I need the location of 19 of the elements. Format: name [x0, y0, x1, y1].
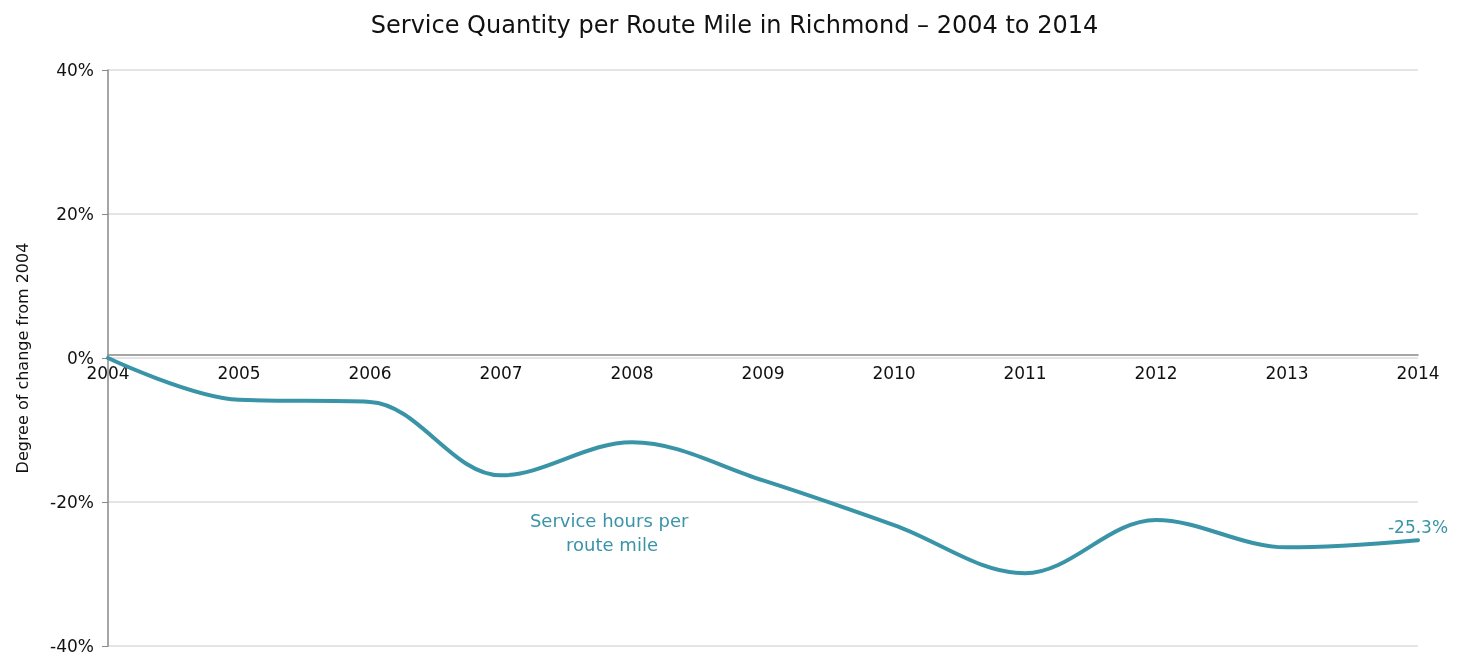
- x-tick-label: 2010: [872, 363, 916, 383]
- x-tick-label: 2011: [1003, 363, 1047, 383]
- y-axis-title: Degree of change from 2004: [12, 242, 32, 474]
- x-tick-label: 2006: [348, 363, 392, 383]
- x-tick-label: 2009: [741, 363, 785, 383]
- y-tick-label: 40%: [56, 60, 94, 80]
- y-tick-label: -40%: [50, 636, 94, 656]
- x-tick-label: 2007: [479, 363, 523, 383]
- x-tick-label: 2013: [1265, 363, 1309, 383]
- chart-title: Service Quantity per Route Mile in Richmond – 2004 to 2014: [370, 11, 1099, 39]
- y-tick-label: 20%: [56, 204, 94, 224]
- x-tick-label: 2004: [86, 363, 130, 383]
- data-label: -25.3%: [1387, 516, 1449, 537]
- annotation: Service hours per route mile: [529, 509, 695, 555]
- x-tick-label: 2014: [1396, 363, 1440, 383]
- x-tick-label: 2008: [610, 363, 654, 383]
- y-tick-label: -20%: [50, 492, 94, 512]
- x-tick-label: 2012: [1134, 363, 1178, 383]
- x-tick-label: 2005: [217, 363, 261, 383]
